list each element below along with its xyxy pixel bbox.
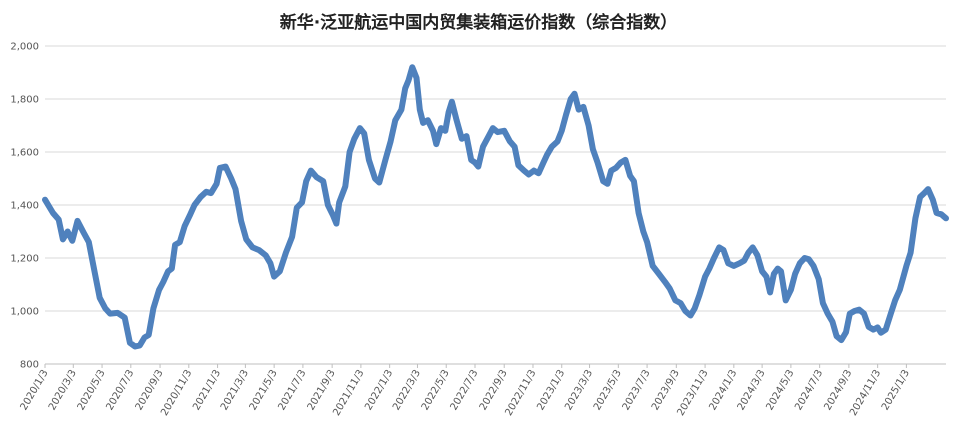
- x-tick-label: 2020/5/3: [76, 368, 108, 412]
- x-tick-label: 2024/5/3: [764, 368, 796, 412]
- x-tick-label: 2022/7/3: [449, 368, 481, 412]
- x-tick-label: 2022/11/3: [503, 368, 538, 418]
- x-tick-label: 2020/7/3: [104, 368, 136, 412]
- x-tick-label: 2020/1/3: [19, 368, 51, 412]
- x-tick-label: 2020/11/3: [159, 368, 194, 418]
- x-tick-label: 2023/1/3: [535, 368, 567, 412]
- x-tick-label: 2022/9/3: [478, 368, 510, 412]
- x-tick-label: 2022/5/3: [420, 368, 452, 412]
- x-tick-label: 2020/9/3: [134, 368, 166, 412]
- x-tick-label: 2023/5/3: [592, 368, 624, 412]
- x-tick-label: 2024/3/3: [736, 368, 768, 412]
- x-tick-label: 2021/1/3: [191, 368, 223, 412]
- series-layer: [42, 64, 949, 350]
- series-line: [42, 64, 949, 350]
- x-tick-label: 2020/3/3: [47, 368, 79, 412]
- x-tick-label: 2023/9/3: [650, 368, 682, 412]
- grid-lines: [45, 45, 946, 365]
- chart-title: 新华·泛亚航运中国内贸集装箱运价指数（综合指数）: [279, 13, 678, 33]
- y-tick-label: 800: [20, 360, 39, 371]
- x-tick-label: 2024/1/3: [707, 368, 739, 412]
- y-tick-label: 1,400: [10, 201, 39, 212]
- y-tick-label: 1,000: [10, 307, 39, 318]
- y-tick-label: 2,000: [10, 42, 39, 53]
- x-tick-label: 2023/11/3: [676, 368, 711, 418]
- x-axis-ticks: 2020/1/32020/3/32020/5/32020/7/32020/9/3…: [19, 364, 912, 418]
- y-axis-ticks: 800 1,000 1,200 1,400 1,600 1,800 2,000: [10, 42, 39, 371]
- x-tick-label: 2021/3/3: [219, 368, 251, 412]
- x-tick-label: 2022/1/3: [363, 368, 395, 412]
- x-tick-label: 2021/5/3: [248, 368, 280, 412]
- x-tick-label: 2023/3/3: [563, 368, 595, 412]
- x-tick-label: 2022/3/3: [391, 368, 423, 412]
- x-tick-label: 2024/11/3: [848, 368, 883, 418]
- y-tick-label: 1,800: [10, 95, 39, 106]
- x-tick-label: 2024/9/3: [822, 368, 854, 412]
- x-tick-label: 2023/7/3: [621, 368, 653, 412]
- x-tick-label: 2025/1/3: [880, 368, 912, 412]
- x-tick-label: 2024/7/3: [793, 368, 825, 412]
- x-tick-label: 2021/7/3: [277, 368, 309, 412]
- y-tick-label: 1,600: [10, 148, 39, 159]
- x-tick-label: 2021/11/3: [331, 368, 366, 418]
- y-tick-label: 1,200: [10, 254, 39, 265]
- x-tick-label: 2021/9/3: [306, 368, 338, 412]
